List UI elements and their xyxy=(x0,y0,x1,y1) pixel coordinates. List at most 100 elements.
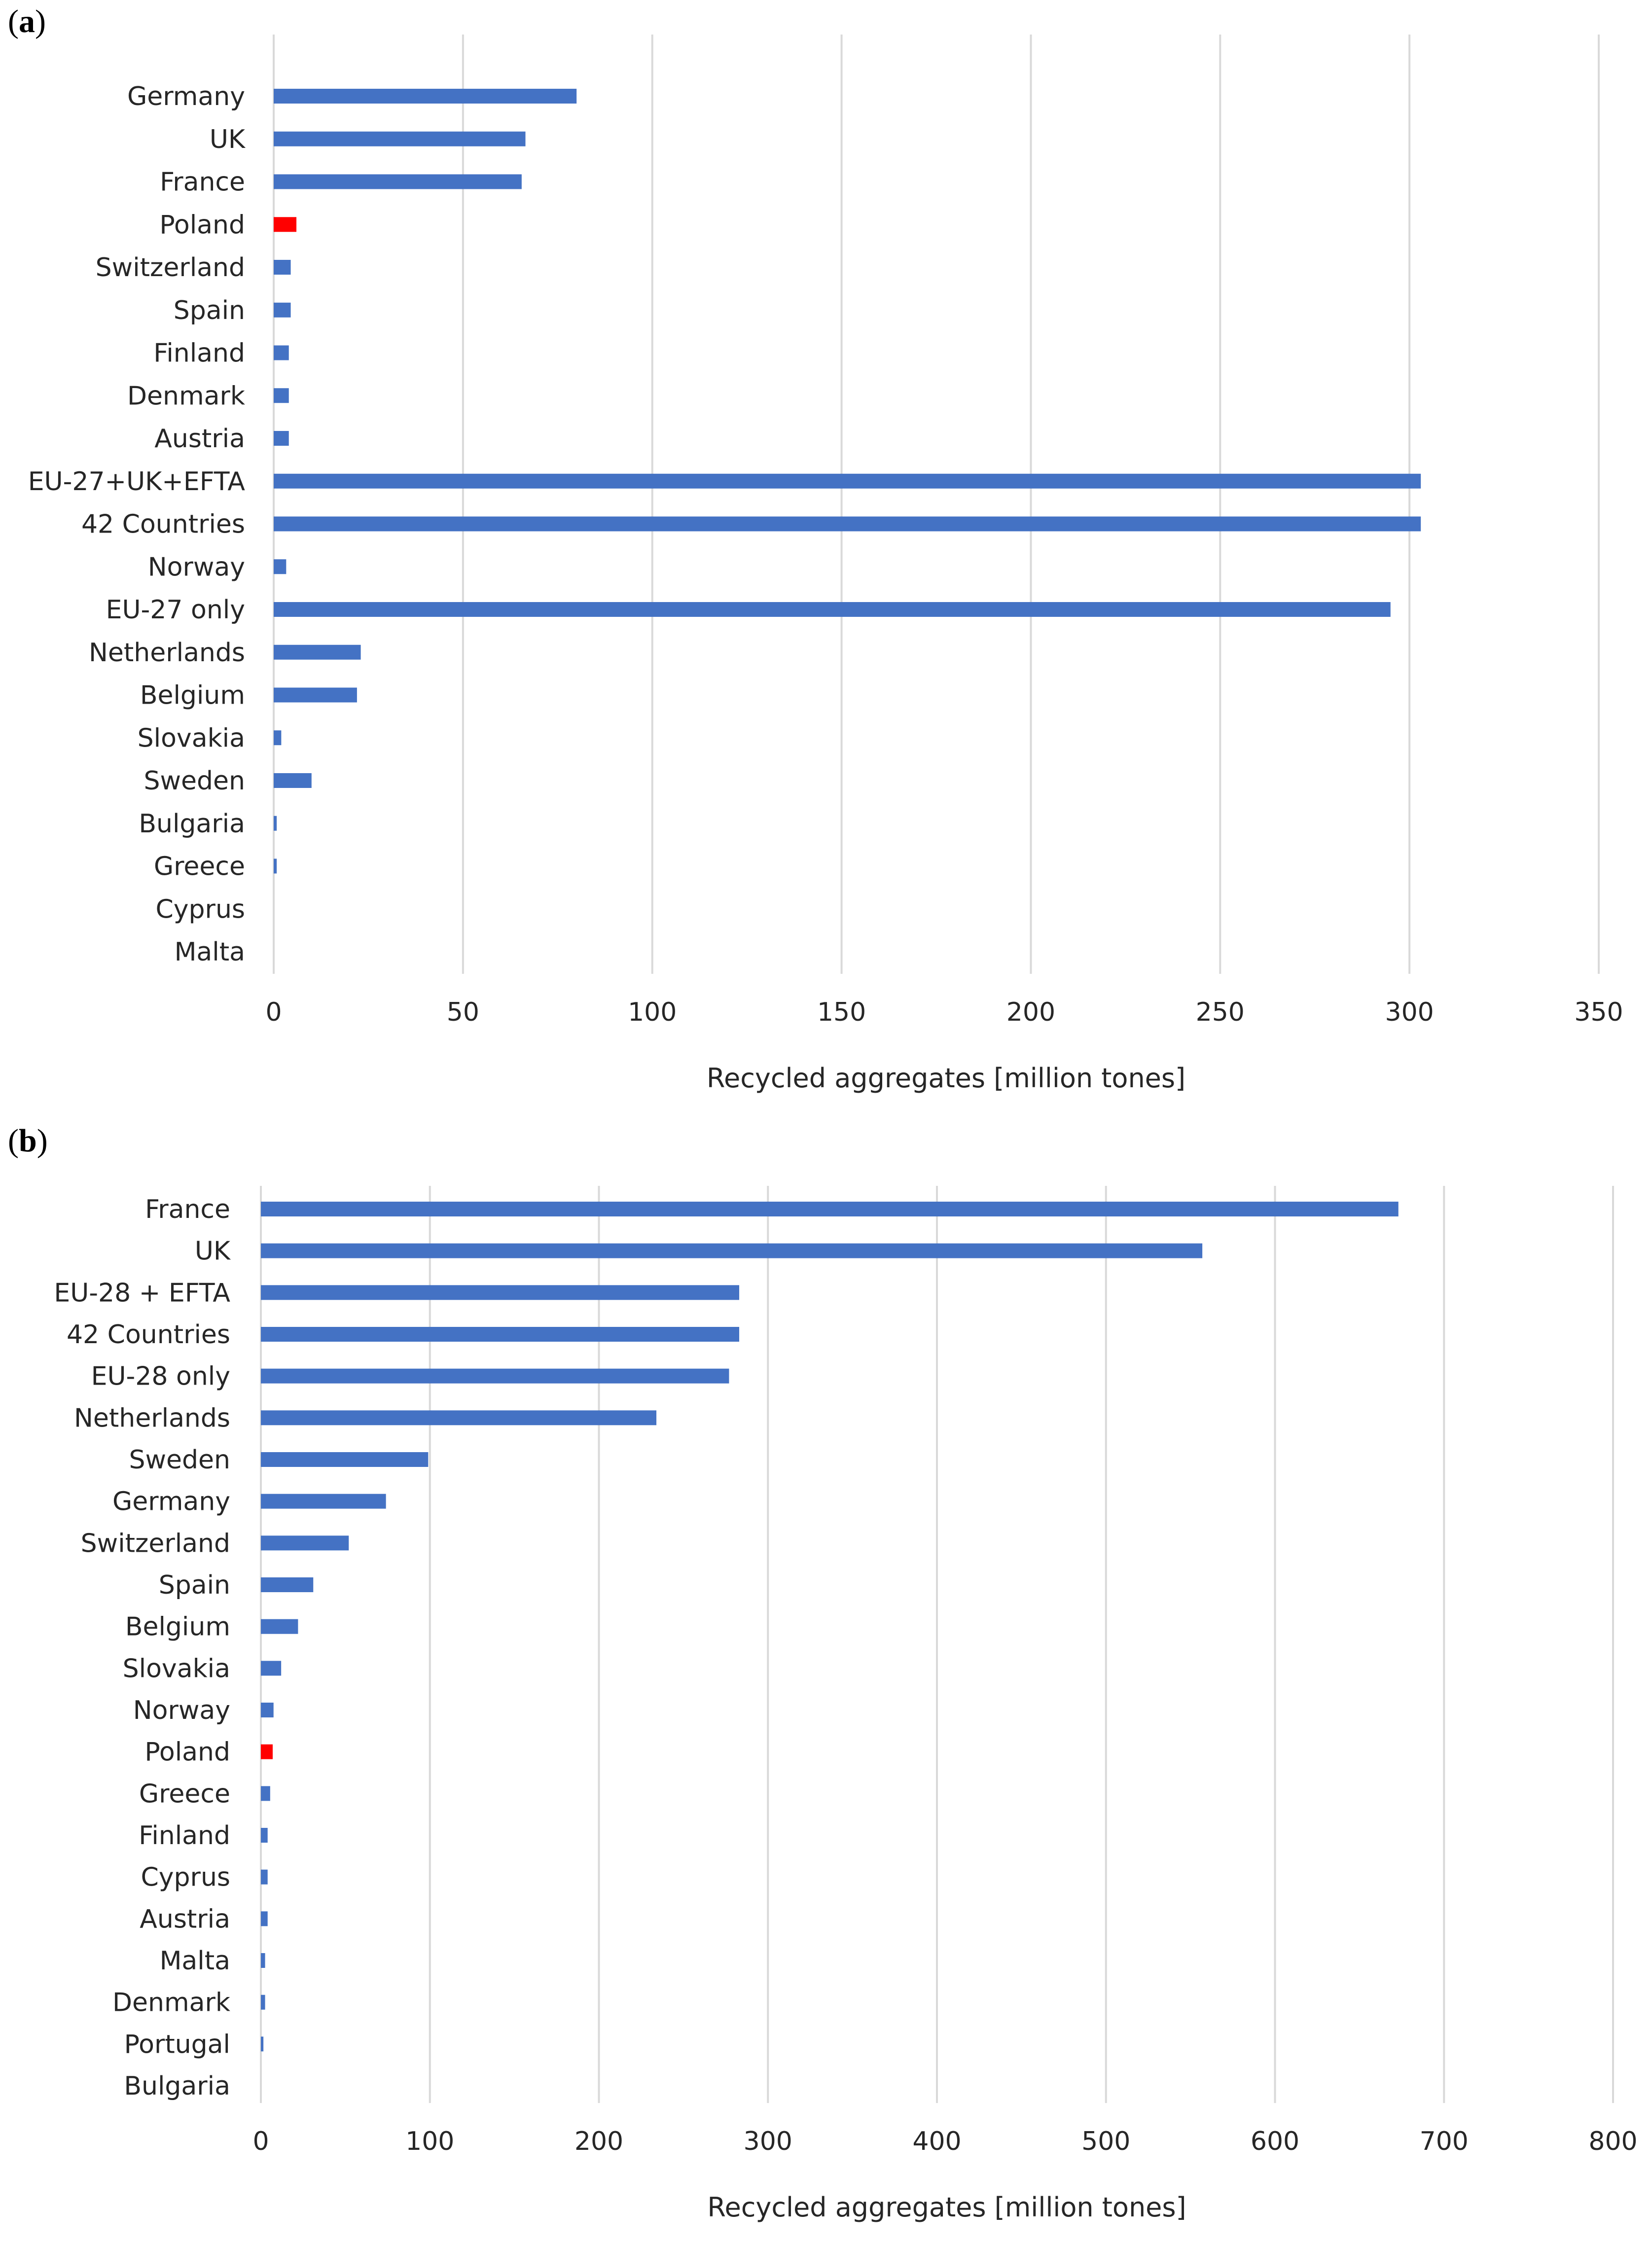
chart-b-bar xyxy=(261,1744,273,1759)
chart-b-bar xyxy=(261,1995,265,2010)
chart-b-x-tick-label: 100 xyxy=(405,2127,454,2156)
chart-b-category-label: Norway xyxy=(133,1696,230,1725)
chart-a-category-label: Germany xyxy=(127,82,245,111)
chart-a-bar xyxy=(274,516,1421,532)
chart-b-bar xyxy=(261,1619,298,1634)
chart-a-svg: Germany UK France Poland Switzerland Spain Fin… xyxy=(28,35,1623,1094)
chart-a-bar xyxy=(274,602,1391,617)
chart-b-bar xyxy=(261,1953,265,1968)
chart-b-bar xyxy=(261,1452,429,1467)
chart-a-x-tick-label: 350 xyxy=(1574,998,1623,1027)
chart-b-category-label: Spain xyxy=(159,1570,230,1600)
chart-a-x-tick-label: 50 xyxy=(447,998,479,1027)
chart-b-category-label: Denmark xyxy=(112,1988,230,2018)
chart-a-bar xyxy=(274,89,577,104)
chart-a-bar xyxy=(274,644,361,660)
chart-b-x-tick-label: 600 xyxy=(1251,2127,1299,2156)
chart-a-bar xyxy=(274,730,282,746)
chart-a-x-tick-label: 300 xyxy=(1385,998,1434,1027)
chart-b-x-tick-label: 500 xyxy=(1081,2127,1130,2156)
chart-a-bar xyxy=(274,773,312,788)
chart-a-category-label: UK xyxy=(210,125,246,154)
chart-a-bar xyxy=(274,388,289,403)
chart-b-bar xyxy=(261,1285,739,1300)
chart-a-category-label: Greece xyxy=(154,852,245,882)
chart-a-x-axis-title: Recycled aggregates [million tones] xyxy=(707,1063,1185,1094)
chart-b-bar xyxy=(261,1535,349,1551)
chart-a-bar xyxy=(274,816,277,831)
chart-b-bar xyxy=(261,1577,314,1592)
chart-b-category-label: Greece xyxy=(139,1779,230,1809)
chart-a-category-label: Slovakia xyxy=(138,723,245,753)
chart-b-bar xyxy=(261,1661,282,1676)
chart-a-bar xyxy=(274,687,357,703)
chart-a-category-label: Poland xyxy=(159,210,245,240)
chart-a-bar xyxy=(274,217,297,232)
chart-b-bar xyxy=(261,1410,657,1426)
chart-a-category-label: France xyxy=(160,168,245,197)
chart-b-category-label: UK xyxy=(195,1237,231,1266)
chart-b-category-label: France xyxy=(145,1195,230,1224)
chart-b-bar xyxy=(261,2036,264,2052)
chart-b-x-axis-title: Recycled aggregates [million tones] xyxy=(707,2192,1186,2223)
chart-a-category-label: Denmark xyxy=(127,381,245,411)
chart-a-category-label: EU-27 only xyxy=(106,595,245,625)
chart-b-x-tick-label: 700 xyxy=(1420,2127,1469,2156)
chart-a-category-label: Malta xyxy=(175,937,245,967)
chart-b-category-label: EU-28 only xyxy=(91,1362,230,1391)
chart-b-x-tick-label: 0 xyxy=(252,2127,269,2156)
chart-a-x-tick-label: 250 xyxy=(1196,998,1245,1027)
chart-a-bar xyxy=(274,174,522,189)
chart-b-category-label: EU-28 + EFTA xyxy=(54,1278,230,1308)
chart-a-category-label: Spain xyxy=(174,296,245,325)
chart-a-category-label: Bulgaria xyxy=(139,809,245,839)
chart-a-bar xyxy=(274,260,291,275)
chart-b-category-label: Portugal xyxy=(124,2030,230,2059)
chart-a-category-label: Switzerland xyxy=(96,253,245,283)
chart-b-category-label: Germany xyxy=(112,1487,230,1517)
chart-b-category-label: Bulgaria xyxy=(124,2071,230,2101)
panel-label-b: (b) xyxy=(8,1123,48,1159)
chart-b-bar xyxy=(261,1911,268,1926)
chart-a-category-label: EU-27+UK+EFTA xyxy=(28,467,246,497)
chart-b-category-label: Belgium xyxy=(125,1612,230,1642)
chart-b-bar xyxy=(261,1869,268,1885)
chart-a-bar xyxy=(274,431,289,446)
chart-b-category-label: Finland xyxy=(139,1821,230,1851)
chart-b-bar xyxy=(261,1703,274,1717)
chart-a-category-label: Norway xyxy=(148,552,245,582)
chart-b-category-label: Poland xyxy=(144,1738,230,1767)
chart-b-category-label: Sweden xyxy=(129,1445,231,1475)
chart-a-category-label: 42 Countries xyxy=(81,510,245,539)
chart-b-x-tick-label: 300 xyxy=(744,2127,792,2156)
chart-a-x-tick-label: 0 xyxy=(265,998,282,1027)
panel-label-a: (a) xyxy=(8,3,46,39)
chart-b-x-tick-label: 200 xyxy=(575,2127,623,2156)
chart-a-x-tick-label: 150 xyxy=(817,998,866,1027)
chart-a-x-tick-label: 200 xyxy=(1006,998,1055,1027)
chart-b-category-label: Austria xyxy=(140,1904,230,1934)
chart-a-category-label: Cyprus xyxy=(155,894,245,924)
chart-b-bar xyxy=(261,1243,1203,1258)
chart-b-bar xyxy=(261,1202,1399,1216)
chart-b-bar xyxy=(261,1368,729,1384)
chart-a-category-label: Finland xyxy=(153,339,245,368)
chart-b-x-tick-label: 400 xyxy=(912,2127,961,2156)
chart-b-bar xyxy=(261,1786,270,1801)
chart-a-category-label: Belgium xyxy=(140,681,245,711)
chart-a-category-label: Sweden xyxy=(144,766,246,796)
chart-a-bar xyxy=(274,302,291,318)
chart-a-category-label: Netherlands xyxy=(89,638,245,668)
chart-a-category-label: Austria xyxy=(154,424,245,454)
chart-b-bar xyxy=(261,1494,386,1509)
chart-b-bar xyxy=(261,1828,268,1843)
chart-a-x-tick-label: 100 xyxy=(628,998,677,1027)
chart-b-x-tick-label: 800 xyxy=(1588,2127,1637,2156)
chart-b-category-label: Malta xyxy=(160,1946,230,1976)
chart-b-category-label: Switzerland xyxy=(81,1529,230,1558)
chart-b-category-label: 42 Countries xyxy=(67,1320,230,1350)
chart-panel-b: (b) France UK EU-28 + EFTA 42 Countries EU-2… xyxy=(0,1119,1652,2246)
chart-a-bar xyxy=(274,345,289,360)
chart-b-bar xyxy=(261,1327,739,1342)
chart-b-category-label: Slovakia xyxy=(123,1654,230,1683)
